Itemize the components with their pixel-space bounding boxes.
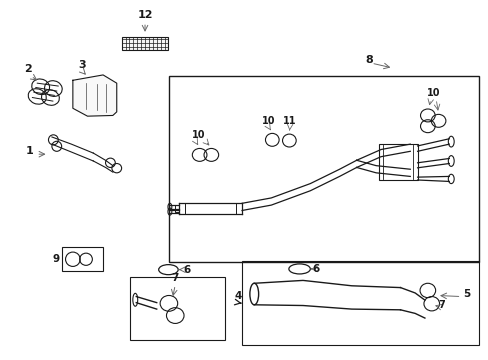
Text: 6: 6	[312, 264, 319, 274]
Text: 10: 10	[426, 88, 439, 98]
Text: 8: 8	[364, 55, 372, 65]
Text: 7: 7	[171, 273, 179, 283]
Text: 12: 12	[137, 10, 152, 20]
Bar	[61, 247, 103, 271]
Bar	[130, 277, 224, 339]
Text: 2: 2	[23, 64, 31, 75]
Text: 4: 4	[234, 291, 242, 301]
Text: 6: 6	[183, 265, 190, 275]
Text: 5: 5	[462, 289, 469, 298]
Bar	[242, 261, 478, 345]
Text: 11: 11	[283, 116, 296, 126]
Bar	[122, 37, 168, 50]
Bar	[378, 144, 417, 180]
Text: 10: 10	[192, 130, 205, 140]
Text: 9: 9	[52, 254, 59, 264]
Bar	[168, 76, 478, 262]
Text: 10: 10	[262, 116, 275, 126]
Text: 7: 7	[438, 300, 445, 310]
Text: 1: 1	[26, 146, 34, 156]
Text: 3: 3	[79, 60, 86, 70]
Polygon shape	[73, 75, 117, 116]
